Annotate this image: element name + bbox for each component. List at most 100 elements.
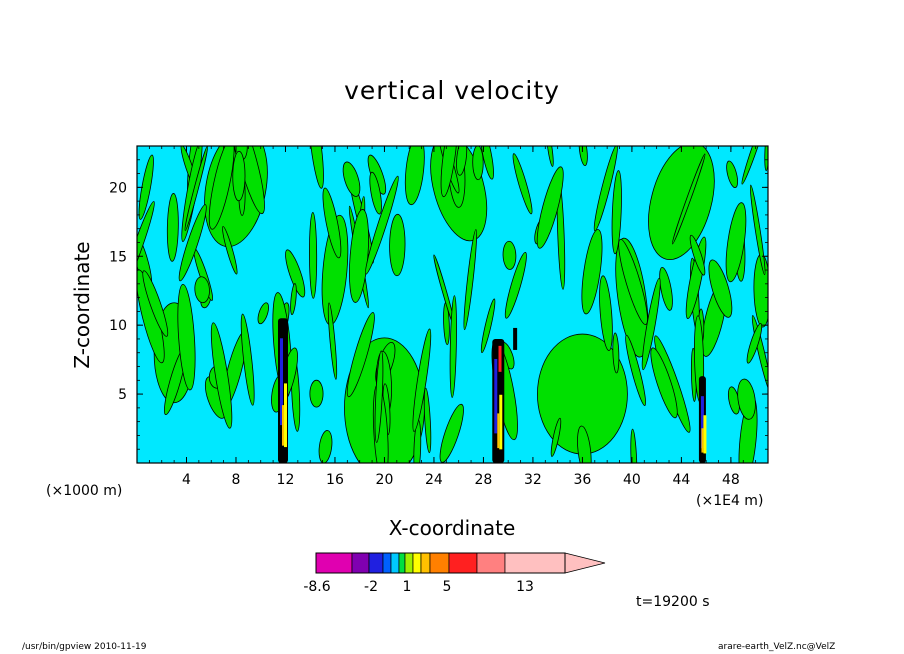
positive-region xyxy=(746,323,763,364)
positive-region xyxy=(365,175,399,275)
positive-region xyxy=(404,146,425,206)
positive-region xyxy=(472,146,484,181)
x-axis-ticks: 4 8 12 16 20 24 28 32 36 40 44 48 xyxy=(148,146,757,488)
positive-region xyxy=(593,146,618,232)
positive-region xyxy=(423,387,432,454)
max-updraft xyxy=(498,345,502,372)
positive-region xyxy=(630,428,638,463)
positive-region xyxy=(536,166,564,249)
colorbar-segment xyxy=(420,552,431,574)
positive-region xyxy=(611,170,622,255)
time-label: t=19200 s xyxy=(636,594,710,610)
plot-frame xyxy=(136,145,769,464)
x-tick-label: 48 xyxy=(722,472,740,488)
positive-region xyxy=(142,270,169,337)
colorbar-segment xyxy=(504,552,566,574)
convective-cells xyxy=(277,318,707,463)
colorbar-label: -8.6 xyxy=(303,579,330,595)
colorbar: -8.6 -2 1 5 13 xyxy=(303,552,606,595)
colorbar-segment xyxy=(398,552,406,574)
positive-region xyxy=(671,153,706,245)
x-axis-label: X-coordinate xyxy=(388,516,516,540)
positive-region xyxy=(346,312,375,398)
positive-region xyxy=(318,430,333,463)
positive-region xyxy=(689,234,706,276)
footer-left: /usr/bin/gpview 2010-11-19 xyxy=(22,642,147,652)
positive-region xyxy=(618,238,648,325)
positive-region xyxy=(578,146,588,167)
positive-region xyxy=(389,213,406,277)
positive-region xyxy=(327,302,338,380)
colorbar-segment xyxy=(476,552,506,574)
chart-title: vertical velocity xyxy=(344,76,560,105)
strong-updraft-2 xyxy=(281,405,284,446)
x-tick-label: 16 xyxy=(326,472,344,488)
y-axis-label: Z-coordinate xyxy=(70,241,94,369)
velocity-field xyxy=(137,146,768,463)
positive-region xyxy=(138,154,154,220)
positive-region xyxy=(725,202,747,283)
positive-region xyxy=(650,347,678,419)
positive-region xyxy=(599,275,613,351)
positive-region xyxy=(178,204,207,282)
colorbar-frame xyxy=(315,552,566,574)
positive-region xyxy=(546,146,554,167)
x-unit-right: (×1E4 m) xyxy=(696,493,764,509)
positive-region xyxy=(290,283,297,316)
positive-region xyxy=(749,184,766,276)
x-tick-label: 20 xyxy=(376,472,394,488)
y-axis-ticks: 5 10 15 20 xyxy=(109,159,768,450)
positive-region xyxy=(240,313,255,406)
x-tick-label: 44 xyxy=(672,472,690,488)
x-tick-label: 8 xyxy=(232,472,241,488)
positive-region xyxy=(737,378,756,420)
positive-region xyxy=(208,146,235,230)
positive-region xyxy=(659,266,673,311)
positive-region xyxy=(166,193,179,262)
colorbar-segment xyxy=(368,552,384,574)
y-tick-label: 15 xyxy=(109,249,127,265)
positive-region xyxy=(309,212,318,299)
positive-region xyxy=(581,229,603,315)
positive-region xyxy=(463,229,478,331)
positive-region xyxy=(625,334,646,406)
positive-region xyxy=(222,226,238,275)
strong-updraft-2 xyxy=(497,413,500,449)
positive-region xyxy=(342,161,361,197)
positive-region xyxy=(449,295,457,398)
x-tick-label: 36 xyxy=(573,472,591,488)
colorbar-arrow xyxy=(564,552,606,574)
footer-right: arare-earth_VelZ.nc@VelZ xyxy=(718,642,836,652)
colorbar-segment xyxy=(382,552,392,574)
positive-region xyxy=(641,277,661,371)
positive-region xyxy=(502,240,517,270)
positive-region xyxy=(412,328,432,432)
updraft-core xyxy=(513,327,518,350)
y-tick-label: 10 xyxy=(109,318,127,334)
strong-updraft-2 xyxy=(701,428,704,453)
colorbar-segment xyxy=(390,552,400,574)
positive-region xyxy=(550,417,562,457)
positive-region xyxy=(504,251,527,319)
colorbar-segment xyxy=(351,552,370,574)
x-tick-label: 24 xyxy=(425,472,443,488)
positive-region xyxy=(577,425,592,463)
colorbar-segment xyxy=(315,552,353,574)
positive-region xyxy=(349,209,369,303)
positive-region xyxy=(726,160,738,189)
downdraft-band xyxy=(279,338,283,426)
colorbar-segment xyxy=(429,552,450,574)
colorbar-segment xyxy=(448,552,478,574)
colorbar-segment xyxy=(404,552,414,574)
colorbar-label: 5 xyxy=(443,579,452,595)
positive-region xyxy=(309,379,324,408)
positive-region xyxy=(257,302,269,325)
x-tick-label: 40 xyxy=(623,472,641,488)
positive-region xyxy=(440,146,458,198)
strong-updraft xyxy=(703,415,707,454)
colorbar-label: -2 xyxy=(364,579,378,595)
positive-region xyxy=(137,201,155,292)
positive-region xyxy=(177,283,196,391)
x-unit-left: (×1000 m) xyxy=(46,483,123,499)
